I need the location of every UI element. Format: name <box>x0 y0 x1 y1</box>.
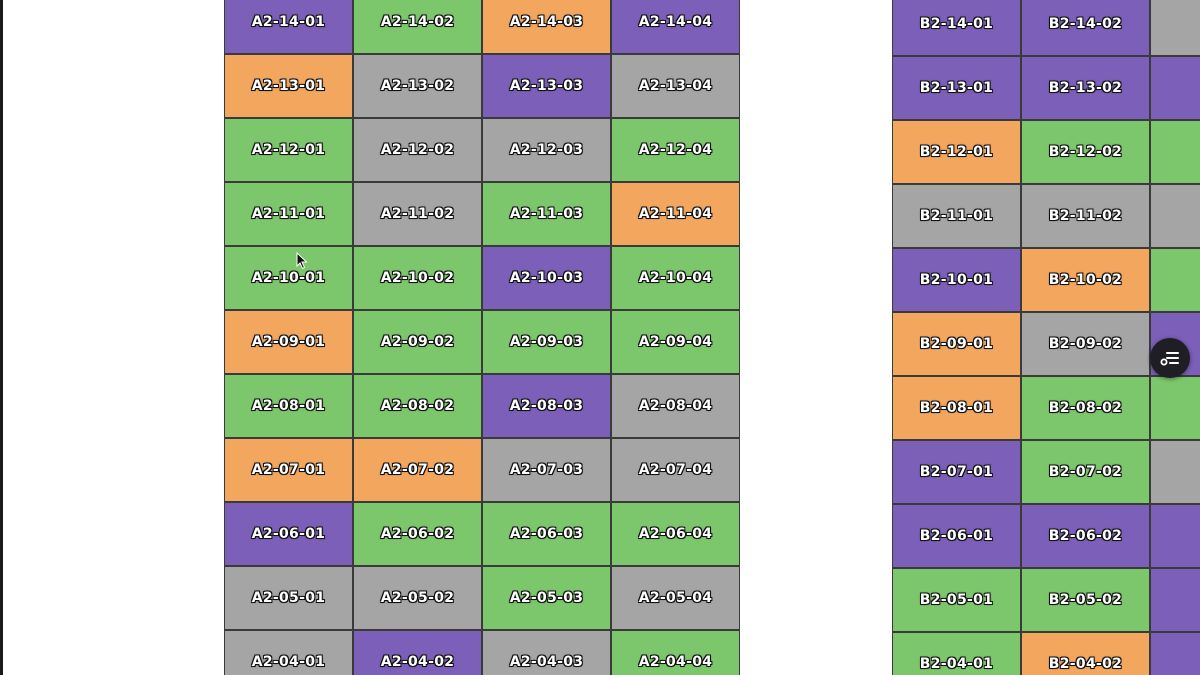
slot-cell[interactable]: A2-07-02 <box>354 439 481 501</box>
slot-cell[interactable]: A2-05-04 <box>612 567 739 629</box>
block-a2-grid: A2-14-01 A2-14-02 A2-14-03 A2-14-04 A2-13-01… <box>224 0 740 675</box>
slot-cell[interactable]: B2-10-01 <box>893 249 1020 311</box>
slot-cell[interactable]: B2-04-01 <box>893 633 1020 675</box>
slot-cell[interactable]: B2-07-02 <box>1022 441 1149 503</box>
slot-cell[interactable]: A2-08-03 <box>483 375 610 437</box>
slot-cell[interactable]: A2-14-01 <box>225 0 352 53</box>
slot-cell[interactable]: B2-12-02 <box>1022 121 1149 183</box>
slot-cell[interactable]: A2-08-01 <box>225 375 352 437</box>
slot-cell[interactable]: B2 <box>1151 633 1200 675</box>
slot-cell[interactable]: A2-05-03 <box>483 567 610 629</box>
slot-cell[interactable]: B2-05-01 <box>893 569 1020 631</box>
slot-cell[interactable]: A2-13-03 <box>483 55 610 117</box>
slot-cell[interactable]: A2-14-04 <box>612 0 739 53</box>
slot-cell[interactable]: A2-14-02 <box>354 0 481 53</box>
slot-cell[interactable]: A2-04-01 <box>225 631 352 675</box>
slot-cell[interactable]: A2-04-04 <box>612 631 739 675</box>
slot-cell[interactable]: A2-06-02 <box>354 503 481 565</box>
slot-cell[interactable]: B2-12-01 <box>893 121 1020 183</box>
slot-cell[interactable]: A2-07-04 <box>612 439 739 501</box>
slot-cell[interactable]: A2-04-02 <box>354 631 481 675</box>
slot-cell[interactable]: A2-05-01 <box>225 567 352 629</box>
slot-cell[interactable]: B2-11-02 <box>1022 185 1149 247</box>
slot-cell[interactable]: B2 <box>1151 441 1200 503</box>
slot-cell[interactable]: A2-10-04 <box>612 247 739 309</box>
slot-cell[interactable] <box>1151 57 1200 119</box>
slot-cell[interactable]: B2-10-02 <box>1022 249 1149 311</box>
slot-cell[interactable]: A2-09-03 <box>483 311 610 373</box>
slot-cell[interactable] <box>1151 0 1200 55</box>
slot-cell[interactable]: A2-10-02 <box>354 247 481 309</box>
filter-list-icon <box>1160 352 1179 366</box>
slot-cell[interactable]: B2 <box>1151 505 1200 567</box>
slot-cell[interactable]: A2-07-03 <box>483 439 610 501</box>
slot-cell[interactable]: B2-09-01 <box>893 313 1020 375</box>
slot-cell[interactable]: A2-08-04 <box>612 375 739 437</box>
slot-cell[interactable]: B2-05-02 <box>1022 569 1149 631</box>
slot-cell[interactable]: A2-11-04 <box>612 183 739 245</box>
window-edge <box>0 0 3 675</box>
slot-cell[interactable]: A2-07-01 <box>225 439 352 501</box>
slot-cell[interactable]: A2-13-01 <box>225 55 352 117</box>
slot-cell[interactable]: A2-09-02 <box>354 311 481 373</box>
slot-cell[interactable]: B2-11-01 <box>893 185 1020 247</box>
slot-cell[interactable]: A2-11-03 <box>483 183 610 245</box>
mouse-pointer-icon <box>296 252 308 270</box>
slot-cell[interactable]: B2 <box>1151 569 1200 631</box>
slot-cell[interactable]: B2-04-02 <box>1022 633 1149 675</box>
slot-cell[interactable]: A2-12-03 <box>483 119 610 181</box>
slot-cell[interactable]: A2-13-04 <box>612 55 739 117</box>
slot-cell[interactable]: A2-06-03 <box>483 503 610 565</box>
block-b2-grid: B2-14-01 B2-14-02 B2-13-01 B2-13-02 B2-12-01… <box>892 0 1200 675</box>
slot-cell[interactable]: A2-06-01 <box>225 503 352 565</box>
slot-cell[interactable]: A2-12-02 <box>354 119 481 181</box>
slot-cell[interactable]: B2 <box>1151 121 1200 183</box>
slot-cell[interactable]: B2-09-02 <box>1022 313 1149 375</box>
filter-button[interactable] <box>1150 338 1190 378</box>
slot-cell[interactable]: B2-08-02 <box>1022 377 1149 439</box>
slot-cell[interactable]: B2 <box>1151 377 1200 439</box>
slot-cell[interactable]: B2 <box>1151 249 1200 311</box>
slot-cell[interactable]: A2-14-03 <box>483 0 610 53</box>
slot-cell[interactable]: A2-13-02 <box>354 55 481 117</box>
slot-cell[interactable]: B2-13-01 <box>893 57 1020 119</box>
slot-cell[interactable]: B2-08-01 <box>893 377 1020 439</box>
slot-cell[interactable]: B2-14-02 <box>1022 0 1149 55</box>
slot-cell[interactable]: A2-10-01 <box>225 247 352 309</box>
slot-cell[interactable]: B2-07-01 <box>893 441 1020 503</box>
slot-cell[interactable]: B2-13-02 <box>1022 57 1149 119</box>
slot-cell[interactable]: A2-08-02 <box>354 375 481 437</box>
slot-cell[interactable]: B2 <box>1151 185 1200 247</box>
slot-cell[interactable]: A2-11-01 <box>225 183 352 245</box>
slot-cell[interactable]: A2-05-02 <box>354 567 481 629</box>
slot-cell[interactable]: A2-09-01 <box>225 311 352 373</box>
slot-cell[interactable]: B2-06-01 <box>893 505 1020 567</box>
slot-cell[interactable]: B2-14-01 <box>893 0 1020 55</box>
slot-cell[interactable]: A2-04-03 <box>483 631 610 675</box>
slot-cell[interactable]: A2-09-04 <box>612 311 739 373</box>
slot-cell[interactable]: A2-12-04 <box>612 119 739 181</box>
slot-cell[interactable]: B2-06-02 <box>1022 505 1149 567</box>
slot-cell[interactable]: A2-11-02 <box>354 183 481 245</box>
slot-cell[interactable]: A2-10-03 <box>483 247 610 309</box>
slot-cell[interactable]: A2-06-04 <box>612 503 739 565</box>
slot-cell[interactable]: A2-12-01 <box>225 119 352 181</box>
